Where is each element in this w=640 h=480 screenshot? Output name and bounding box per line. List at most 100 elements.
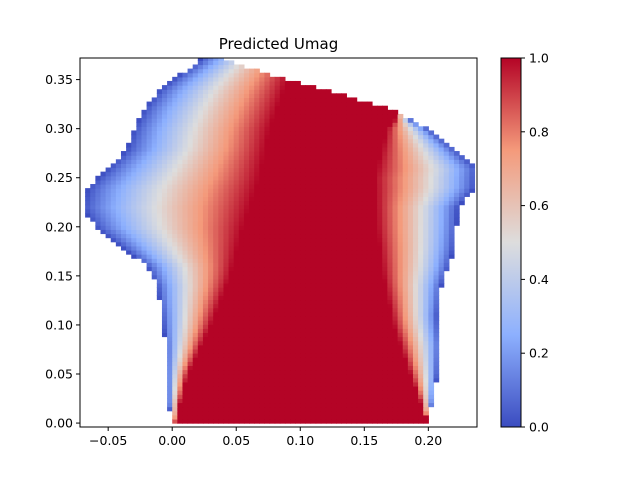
heatmap-cell bbox=[290, 249, 296, 255]
heatmap-cell bbox=[371, 229, 378, 235]
heatmap-cell bbox=[412, 303, 419, 309]
heatmap-cell bbox=[290, 126, 296, 132]
heatmap-cell bbox=[254, 200, 260, 206]
heatmap-cell bbox=[407, 332, 414, 338]
heatmap-cell bbox=[264, 398, 271, 404]
heatmap-cell bbox=[407, 196, 414, 202]
heatmap-cell bbox=[402, 299, 409, 305]
heatmap-cell bbox=[412, 155, 419, 160]
heatmap-cell bbox=[120, 151, 127, 156]
heatmap-cell bbox=[202, 262, 209, 268]
heatmap-cell bbox=[136, 233, 143, 239]
heatmap-cell bbox=[146, 122, 153, 127]
heatmap-cell bbox=[279, 200, 286, 206]
heatmap-cell bbox=[331, 270, 337, 276]
heatmap-cell bbox=[387, 134, 394, 140]
heatmap-cell bbox=[213, 196, 219, 202]
heatmap-cell bbox=[243, 357, 250, 362]
heatmap-cell bbox=[141, 179, 148, 185]
heatmap-cell bbox=[233, 76, 240, 82]
heatmap-cell bbox=[459, 167, 465, 173]
heatmap-cell bbox=[259, 361, 266, 366]
heatmap-cell bbox=[320, 336, 327, 342]
heatmap-cell bbox=[387, 118, 394, 123]
heatmap-cell bbox=[223, 126, 230, 132]
heatmap-cell bbox=[233, 394, 240, 399]
heatmap-cell bbox=[448, 200, 455, 206]
heatmap-cell bbox=[228, 237, 235, 243]
heatmap-cell bbox=[356, 340, 363, 346]
heatmap-cell bbox=[110, 188, 117, 193]
heatmap-cell bbox=[151, 184, 158, 189]
heatmap-cell bbox=[320, 146, 327, 152]
heatmap-cell bbox=[208, 336, 214, 342]
heatmap-cell bbox=[197, 394, 204, 399]
heatmap-cell bbox=[243, 130, 250, 136]
heatmap-cell bbox=[167, 122, 173, 127]
heatmap-cell bbox=[141, 126, 148, 132]
heatmap-cell bbox=[105, 208, 112, 214]
heatmap-cell bbox=[192, 237, 199, 243]
heatmap-cell bbox=[238, 361, 245, 366]
heatmap-cell bbox=[423, 357, 429, 362]
heatmap-cell bbox=[202, 60, 209, 66]
heatmap-cell bbox=[387, 291, 394, 296]
heatmap-cell bbox=[366, 167, 373, 173]
heatmap-cell bbox=[371, 357, 378, 362]
heatmap-cell bbox=[233, 200, 240, 206]
heatmap-cell bbox=[290, 336, 296, 342]
heatmap-cell bbox=[177, 311, 184, 317]
heatmap-cell bbox=[341, 233, 347, 239]
heatmap-cell bbox=[182, 295, 189, 301]
heatmap-cell bbox=[243, 118, 250, 123]
heatmap-cell bbox=[418, 134, 424, 140]
heatmap-cell bbox=[120, 171, 127, 177]
heatmap-cell bbox=[356, 315, 363, 321]
heatmap-cell bbox=[172, 179, 178, 185]
heatmap-cell bbox=[233, 216, 240, 222]
heatmap-cell bbox=[423, 303, 429, 309]
heatmap-cell bbox=[392, 315, 399, 321]
heatmap-cell bbox=[223, 324, 230, 329]
heatmap-cell bbox=[279, 216, 286, 222]
heatmap-cell bbox=[264, 274, 271, 280]
heatmap-cell bbox=[110, 175, 117, 181]
heatmap-cell bbox=[387, 311, 394, 317]
heatmap-cell bbox=[141, 204, 148, 210]
heatmap-cell bbox=[351, 192, 358, 197]
heatmap-cell bbox=[243, 258, 250, 263]
heatmap-cell bbox=[249, 266, 255, 272]
heatmap-cell bbox=[218, 381, 225, 387]
heatmap-cell bbox=[182, 320, 189, 325]
heatmap-cell bbox=[156, 266, 163, 272]
heatmap-cell bbox=[325, 348, 332, 354]
heatmap-cell bbox=[361, 394, 368, 399]
heatmap-cell bbox=[356, 278, 363, 284]
heatmap-cell bbox=[351, 171, 358, 177]
heatmap-cell bbox=[249, 229, 255, 235]
heatmap-cell bbox=[136, 155, 143, 160]
heatmap-cell bbox=[448, 212, 455, 218]
heatmap-cell bbox=[433, 332, 440, 338]
heatmap-cell bbox=[366, 118, 373, 123]
heatmap-cell bbox=[290, 151, 296, 156]
heatmap-cell bbox=[325, 390, 332, 395]
heatmap-cell bbox=[249, 76, 255, 82]
heatmap-cell bbox=[131, 225, 137, 230]
heatmap-cell bbox=[259, 188, 266, 193]
heatmap-cell bbox=[202, 175, 209, 181]
heatmap-cell bbox=[290, 171, 296, 177]
heatmap-cell bbox=[361, 402, 368, 408]
heatmap-cell bbox=[377, 258, 383, 263]
heatmap-cell bbox=[320, 241, 327, 247]
heatmap-cell bbox=[382, 340, 388, 346]
heatmap-cell bbox=[412, 142, 419, 148]
heatmap-cell bbox=[371, 212, 378, 218]
heatmap-cell bbox=[172, 398, 178, 404]
heatmap-cell bbox=[325, 266, 332, 272]
heatmap-cell bbox=[392, 200, 399, 206]
heatmap-cell bbox=[161, 179, 168, 185]
heatmap-cell bbox=[238, 225, 245, 230]
heatmap-cell bbox=[397, 274, 404, 280]
heatmap-cell bbox=[412, 381, 419, 387]
